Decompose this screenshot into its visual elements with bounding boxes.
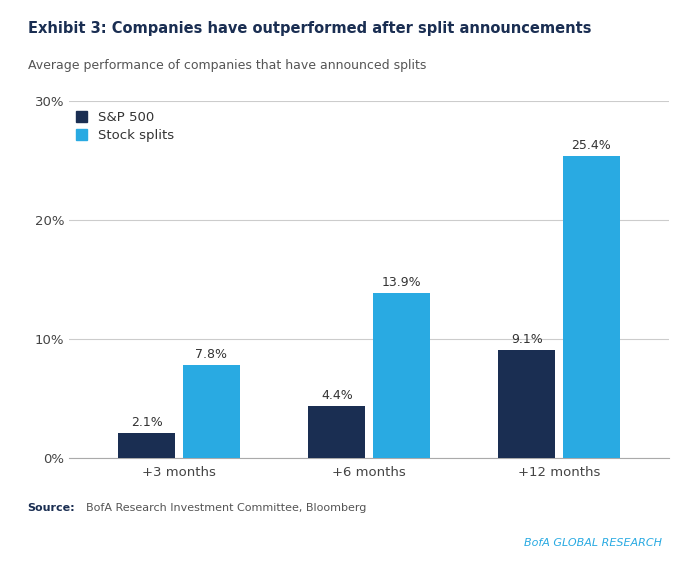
Text: BofA GLOBAL RESEARCH: BofA GLOBAL RESEARCH bbox=[524, 538, 662, 548]
Text: Exhibit 3: Companies have outperformed after split announcements: Exhibit 3: Companies have outperformed a… bbox=[28, 21, 591, 36]
Text: 2.1%: 2.1% bbox=[131, 416, 163, 429]
Text: 25.4%: 25.4% bbox=[571, 139, 611, 152]
Text: 7.8%: 7.8% bbox=[195, 348, 228, 361]
Bar bbox=[498, 350, 555, 458]
Text: 4.4%: 4.4% bbox=[321, 388, 353, 401]
Bar bbox=[183, 365, 240, 458]
Bar bbox=[563, 156, 620, 458]
Bar bbox=[373, 293, 430, 458]
Bar bbox=[119, 433, 175, 458]
Bar bbox=[308, 406, 365, 458]
Text: 13.9%: 13.9% bbox=[382, 275, 422, 288]
Text: BofA Research Investment Committee, Bloomberg: BofA Research Investment Committee, Bloo… bbox=[86, 503, 366, 513]
Text: Average performance of companies that have announced splits: Average performance of companies that ha… bbox=[28, 59, 426, 72]
Text: Source:: Source: bbox=[28, 503, 75, 513]
Text: 9.1%: 9.1% bbox=[511, 333, 543, 346]
Legend: S&P 500, Stock splits: S&P 500, Stock splits bbox=[76, 111, 174, 142]
